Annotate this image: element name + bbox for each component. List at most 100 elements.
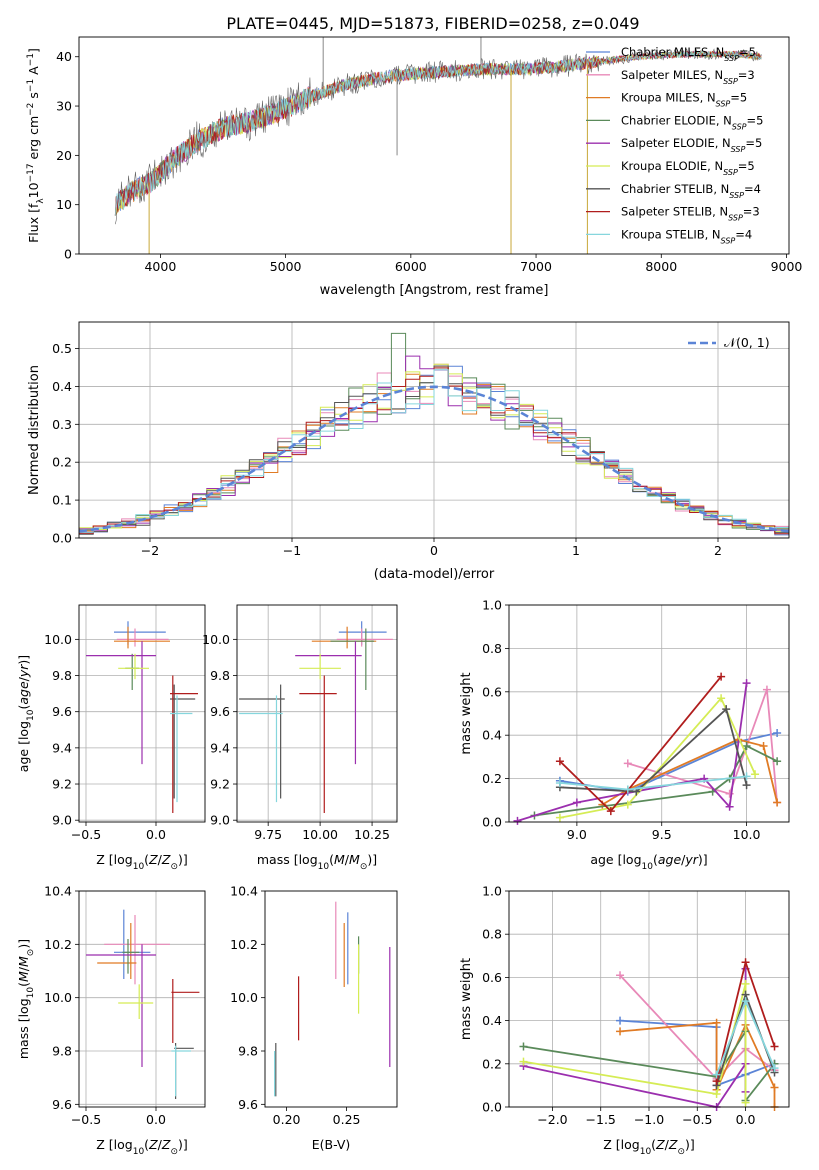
axes-frame xyxy=(78,36,790,255)
y-tick-label: 0.6 xyxy=(482,970,502,985)
x-tick-label: −0.5 xyxy=(71,1112,101,1127)
weight_Z-axis-decor: −2.0 −1.5 −1.0 −0.5 0.0 0.0 0.2 0.4 0.6 0.8 1.0 xyxy=(482,884,790,1127)
spectrum-line xyxy=(114,50,762,216)
legend-entry: Chabrier MILES, NSSP=5 xyxy=(621,45,756,63)
x-tick-label: 4000 xyxy=(144,259,176,274)
x-tick-label: 9.5 xyxy=(652,827,672,842)
x-tick-label: 0.20 xyxy=(273,1112,301,1127)
x-tick-label: 5000 xyxy=(270,259,302,274)
weight-marker xyxy=(770,1064,779,1073)
y-tick-label: 0.8 xyxy=(482,927,502,942)
mass_ebv-axis-decor: 0.20 0.25 9.6 9.8 10.0 10.2 10.4 xyxy=(230,884,398,1127)
x-tick-label: 9000 xyxy=(771,259,803,274)
weight-marker xyxy=(616,1027,625,1036)
y-tick-label: 9.2 xyxy=(210,777,230,792)
y-tick-label: 0.1 xyxy=(52,493,72,508)
legend-entry: Salpeter MILES, NSSP=3 xyxy=(621,68,755,86)
y-tick-label: 9.4 xyxy=(210,740,230,755)
y-tick-label: 0.6 xyxy=(482,684,502,699)
x-tick-label: 2 xyxy=(714,543,722,558)
age_Z-axes: Z [log10(Z/Z⊙)] age [log10(age/yr)] xyxy=(16,605,205,872)
weight-marker xyxy=(770,1042,779,1051)
spectrum-legend: Chabrier MILES, NSSP=5 Salpeter MILES, NS… xyxy=(586,45,763,245)
weight-marker xyxy=(606,807,615,816)
x-tick-label: 1 xyxy=(572,543,580,558)
weight_age-ylabel: mass weight xyxy=(459,672,474,754)
weight_Z-ylabel: mass weight xyxy=(459,958,474,1040)
weight-marker xyxy=(773,729,782,738)
mass_Z-axes: Z [log10(Z/Z⊙)] mass [log10(M/M⊙)] xyxy=(16,890,205,1157)
x-tick-label: −2 xyxy=(141,543,159,558)
mass_ebv-xlabel: E(B-V) xyxy=(312,1137,351,1152)
legend-entry: Chabrier ELODIE, NSSP=5 xyxy=(621,113,763,130)
legend-entry: Kroupa STELIB, NSSP=4 xyxy=(621,227,752,245)
y-tick-label: 0.2 xyxy=(482,1056,502,1071)
y-tick-label: 10 xyxy=(56,197,72,212)
weight-marker xyxy=(742,679,751,688)
x-tick-label: −1.0 xyxy=(634,1112,664,1127)
y-tick-label: 0.4 xyxy=(482,728,502,743)
residuals-ylabel: Normed distribution xyxy=(27,365,42,495)
y-tick-label: 9.4 xyxy=(52,740,72,755)
spectrum-panel: wavelength [Angstrom, rest frame] Flux [f… xyxy=(26,37,762,298)
y-tick-label: 1.0 xyxy=(482,598,502,613)
weight-marker xyxy=(742,772,751,781)
figure-title: PLATE=0445, MJD=51873, FIBERID=0258, z=0… xyxy=(226,14,639,33)
mass_ebv-axes: E(B-V) xyxy=(274,901,391,1152)
weight-marker xyxy=(555,757,564,766)
y-tick-label: 0.0 xyxy=(52,531,72,546)
age_mass-axis-decor: 9.75 10.00 10.25 9.0 9.2 9.4 9.6 9.8 10.0 xyxy=(202,604,398,842)
spectrum-xlabel: wavelength [Angstrom, rest frame] xyxy=(320,283,549,298)
weight-marker xyxy=(741,997,750,1006)
weight_Z-xlabel: Z [log10(Z/Z⊙)] xyxy=(603,1137,695,1157)
spectrum-ylabel: Flux [fλ10−17 erg cm−2 s−1 A−1] xyxy=(26,48,46,243)
axes-frame xyxy=(78,890,206,1108)
x-tick-label: −2.0 xyxy=(537,1112,567,1127)
y-tick-label: 10.4 xyxy=(230,884,258,899)
age_Z-axis-decor: −0.5 0.0 9.0 9.2 9.4 9.6 9.8 10.0 xyxy=(44,604,206,842)
x-tick-label: 7000 xyxy=(520,259,552,274)
legend-entry: Salpeter ELODIE, NSSP=5 xyxy=(621,136,762,154)
y-tick-label: 0.0 xyxy=(482,815,502,830)
y-tick-label: 10.4 xyxy=(44,884,72,899)
weight-marker xyxy=(616,1016,625,1025)
y-tick-label: 40 xyxy=(56,49,72,64)
weight-marker xyxy=(623,759,632,768)
y-tick-label: 9.6 xyxy=(238,1097,258,1112)
y-tick-label: 9.6 xyxy=(52,1097,72,1112)
residuals-axes: 𝒩(0, 1) (data-model)/error Normed distribu… xyxy=(27,322,790,582)
x-tick-label: −0.5 xyxy=(71,827,101,842)
normal-curve xyxy=(78,385,790,533)
weight_age-axis-decor: 9.0 9.5 10.0 0.0 0.2 0.4 0.6 0.8 1.0 xyxy=(482,598,790,842)
y-tick-label: 10.0 xyxy=(44,632,72,647)
weight-marker xyxy=(742,742,751,751)
y-tick-label: 10.0 xyxy=(202,632,230,647)
x-tick-label: 9.0 xyxy=(567,827,587,842)
y-tick-label: 9.6 xyxy=(52,704,72,719)
x-tick-label: −1.5 xyxy=(586,1112,616,1127)
y-tick-label: 0.8 xyxy=(482,641,502,656)
spectrum-axis-decor: 4000 5000 6000 7000 8000 9000 0 10 20 30 40 xyxy=(56,36,803,274)
weight-marker xyxy=(773,798,782,807)
y-tick-label: 9.8 xyxy=(238,1044,258,1059)
weight-marker xyxy=(572,798,581,807)
y-tick-label: 30 xyxy=(56,99,72,114)
y-tick-label: 0.3 xyxy=(52,417,72,432)
x-tick-label: 10.25 xyxy=(354,827,390,842)
x-tick-label: −0.5 xyxy=(682,1112,712,1127)
x-tick-label: 9.75 xyxy=(254,827,282,842)
weight-marker xyxy=(616,971,625,980)
y-tick-label: 10.0 xyxy=(230,990,258,1005)
y-tick-label: 0.4 xyxy=(52,379,72,394)
legend-entry: Chabrier STELIB, NSSP=4 xyxy=(621,182,761,200)
weight-line xyxy=(559,707,748,793)
x-tick-label: −1 xyxy=(283,543,301,558)
axes-frame xyxy=(508,604,790,823)
y-tick-label: 0.5 xyxy=(52,341,72,356)
y-tick-label: 0.0 xyxy=(482,1100,502,1115)
y-tick-label: 0.4 xyxy=(482,1013,502,1028)
weight-marker xyxy=(555,778,564,787)
age_mass-xlabel: mass [log10(M/M⊙)] xyxy=(257,852,377,872)
mass_Z-xlabel: Z [log10(Z/Z⊙)] xyxy=(96,1137,188,1157)
